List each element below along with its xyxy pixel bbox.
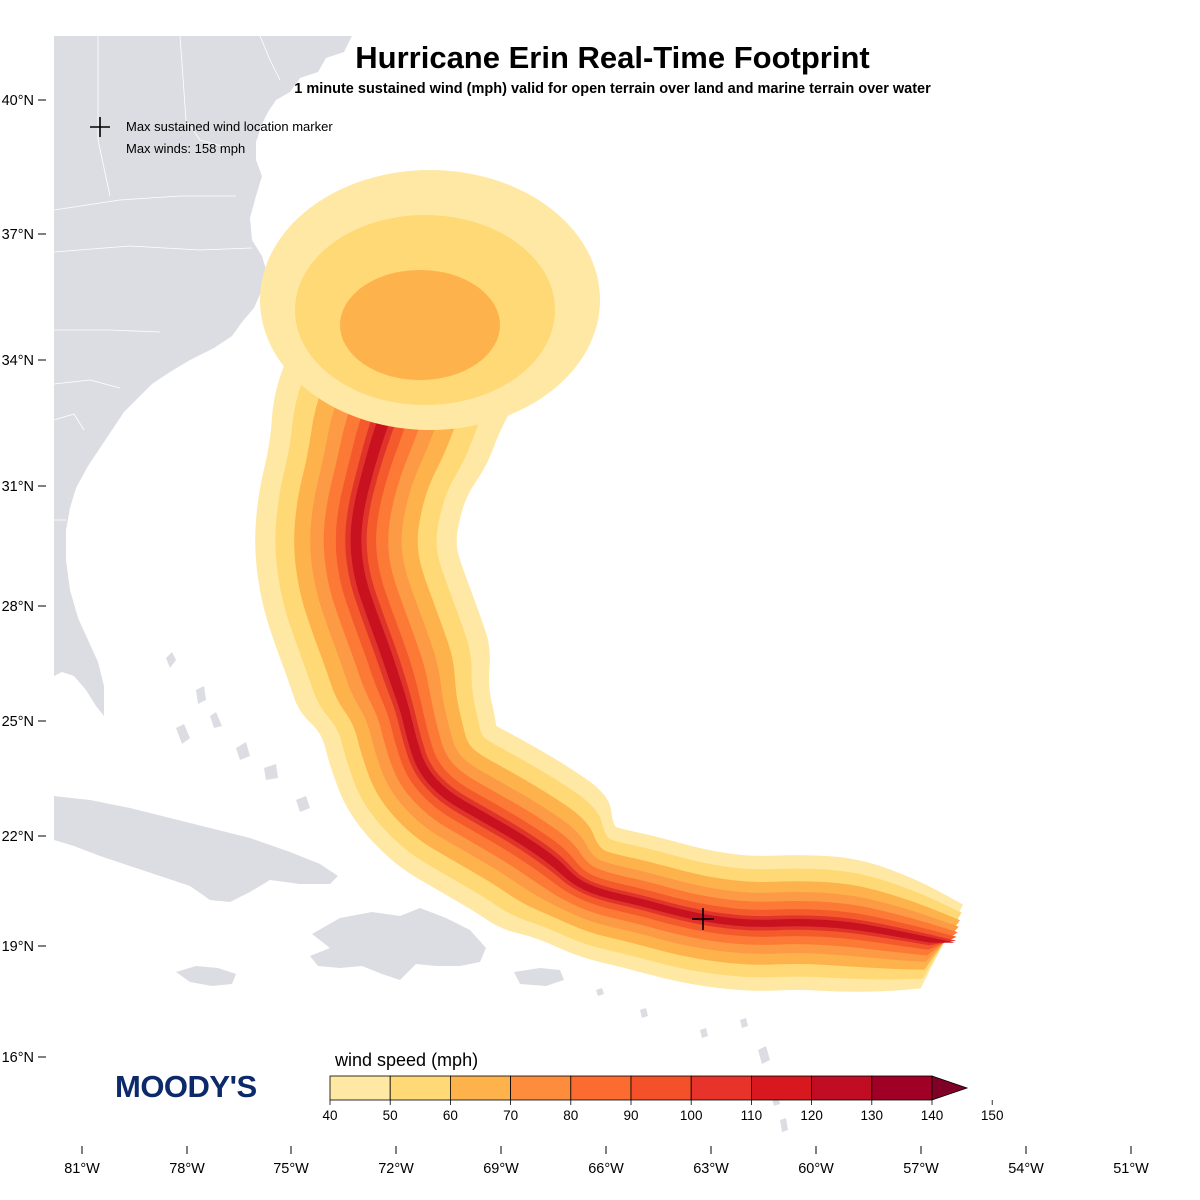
colorbar-tick-label: 90 — [623, 1108, 638, 1123]
colorbar-tick-label: 80 — [563, 1108, 578, 1123]
land-us-east-coast — [54, 36, 352, 716]
lat-tick-label: 16°N — [2, 1050, 34, 1066]
colorbar-tick-label: 150 — [981, 1108, 1004, 1123]
colorbar-tick-label: 130 — [861, 1108, 884, 1123]
colorbar-tick-label: 100 — [680, 1108, 703, 1123]
colorbar-swatch — [449, 1075, 511, 1101]
colorbar-extend-arrow — [931, 1075, 969, 1101]
colorbar-tick-label: 110 — [741, 1108, 763, 1123]
colorbar-swatch — [871, 1075, 933, 1101]
colorbar-tick-label: 40 — [322, 1108, 337, 1123]
land-cuba — [54, 796, 338, 902]
longitude-axis: 81°W 78°W 75°W 72°W 69°W 66°W 63°W 60°W 57°W 54°W… — [64, 1146, 1149, 1177]
colorbar-swatch — [690, 1075, 752, 1101]
lon-tick-label: 66°W — [588, 1161, 624, 1177]
lon-tick-label: 54°W — [1008, 1161, 1044, 1177]
land-puerto-rico — [514, 968, 564, 986]
colorbar-swatch — [329, 1075, 391, 1101]
footprint-band-5 — [323, 305, 958, 956]
moodys-logo: MOODY'S — [115, 1069, 257, 1104]
lat-tick-label: 34°N — [2, 353, 34, 369]
lon-tick-label: 72°W — [378, 1161, 414, 1177]
colorbar-tick-label: 140 — [921, 1108, 944, 1123]
lat-tick-label: 40°N — [2, 93, 34, 109]
lat-tick-label: 28°N — [2, 599, 34, 615]
lon-tick-label: 51°W — [1113, 1161, 1149, 1177]
colorbar-title: wind speed (mph) — [335, 1050, 479, 1070]
colorbar-swatch — [510, 1075, 572, 1101]
colorbar-swatch — [570, 1075, 632, 1101]
land-jamaica — [176, 966, 236, 986]
lon-tick-label: 75°W — [273, 1161, 309, 1177]
colorbar-swatch — [630, 1075, 692, 1101]
colorbar-swatch — [811, 1075, 873, 1101]
lat-tick-label: 25°N — [2, 714, 34, 730]
footprint-north-lobe-inner — [340, 270, 500, 380]
lon-tick-label: 78°W — [169, 1161, 205, 1177]
map-subtitle: 1 minute sustained wind (mph) valid for … — [294, 81, 931, 97]
land-hispaniola — [310, 908, 486, 980]
lat-tick-label: 19°N — [2, 939, 34, 955]
state-borders — [53, 35, 281, 521]
colorbar-swatch — [389, 1075, 451, 1101]
legend-max-winds: Max winds: 158 mph — [126, 141, 246, 156]
colorbar: 40 50 60 70 80 90 100 110 120 130 140 150 — [322, 1075, 1004, 1123]
lat-tick-label: 31°N — [2, 479, 34, 495]
lon-tick-label: 60°W — [798, 1161, 834, 1177]
lon-tick-label: 69°W — [483, 1161, 519, 1177]
colorbar-swatch — [751, 1075, 813, 1101]
lon-tick-label: 81°W — [64, 1161, 100, 1177]
colorbar-tick-label: 50 — [383, 1108, 398, 1123]
legend-marker-icon — [90, 117, 110, 137]
lon-tick-label: 63°W — [693, 1161, 729, 1177]
max-wind-marker — [692, 908, 714, 930]
colorbar-tick-label: 120 — [800, 1108, 823, 1123]
legend-marker-label: Max sustained wind location marker — [126, 119, 333, 134]
latitude-axis: 40°N 37°N 34°N 31°N 28°N 25°N 22°N 19°N 16°N — [2, 93, 46, 1066]
lat-tick-label: 37°N — [2, 227, 34, 243]
land-layer — [53, 35, 788, 1132]
colorbar-tick-label: 70 — [503, 1108, 518, 1123]
colorbar-tick-label: 60 — [443, 1108, 458, 1123]
lat-tick-label: 22°N — [2, 829, 34, 845]
map-title: Hurricane Erin Real-Time Footprint — [355, 40, 870, 75]
lon-tick-label: 57°W — [903, 1161, 939, 1177]
wind-footprint — [255, 170, 964, 992]
